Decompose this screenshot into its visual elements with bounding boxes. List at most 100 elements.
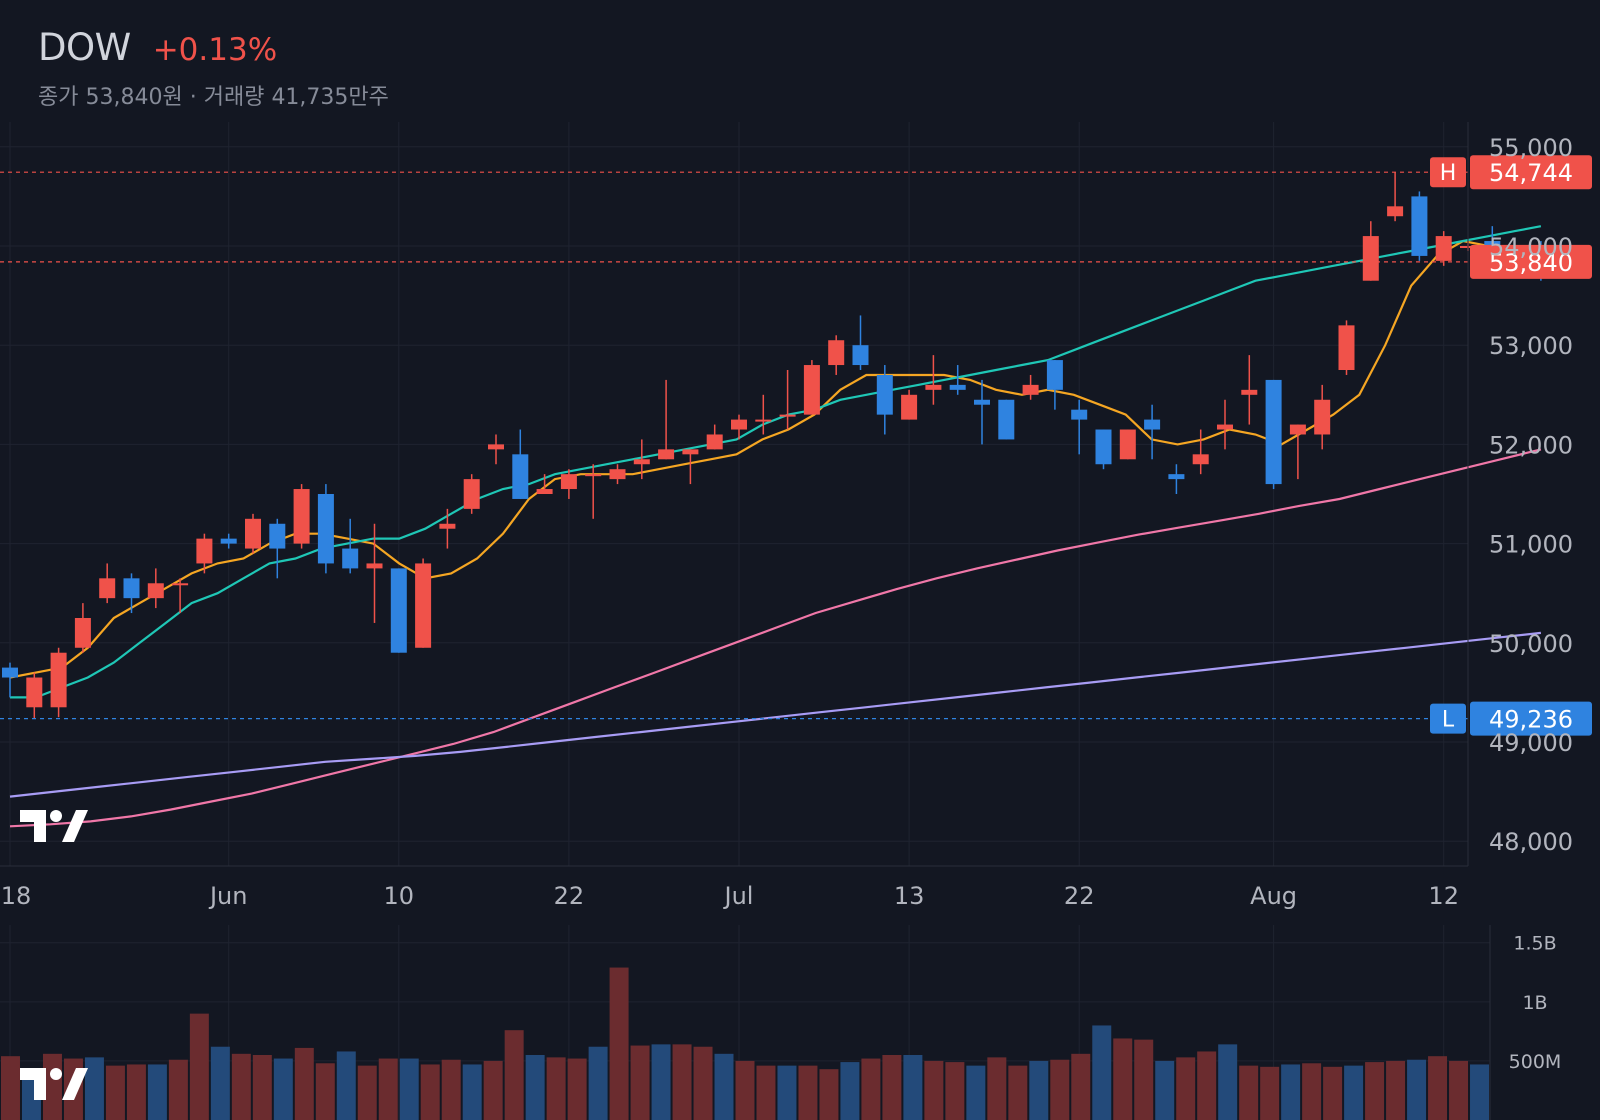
volume-bar [1197, 1051, 1217, 1120]
volume-bar [210, 1046, 230, 1120]
time-tick-label: 18 [1, 882, 32, 910]
candle-body [1241, 389, 1258, 395]
volume-bar [357, 1065, 377, 1120]
candle-body [609, 469, 626, 480]
candle-body [99, 578, 116, 599]
candle [342, 518, 359, 574]
volume-bar [105, 1065, 125, 1120]
volume-bar [609, 967, 629, 1120]
price-tick-label: 51,000 [1489, 531, 1573, 559]
candle [852, 315, 869, 370]
candle-body [342, 548, 359, 569]
candle-body [463, 479, 480, 509]
candle-body [512, 454, 529, 499]
candle-body [269, 523, 286, 549]
candle-body [755, 419, 772, 422]
volume-bar [231, 1053, 251, 1120]
candle [317, 484, 334, 574]
volume-bar [1071, 1053, 1091, 1120]
volume-bar [294, 1047, 314, 1120]
volume-bar [420, 1064, 440, 1120]
time-tick-label: 22 [554, 882, 585, 910]
volume-bar [588, 1046, 608, 1120]
high-marker-label: H [1440, 161, 1457, 186]
candle-body [1192, 454, 1209, 465]
volume-bar [1050, 1059, 1070, 1120]
volume-bar [672, 1044, 692, 1120]
price-tick-label: 50,000 [1489, 630, 1573, 658]
candle [1071, 399, 1088, 455]
candle-body [536, 489, 553, 494]
candle-body [731, 419, 747, 430]
candle [1411, 191, 1428, 261]
candle-body [1435, 236, 1452, 261]
volume-bar [483, 1060, 503, 1120]
volume-bar [378, 1058, 398, 1120]
volume-label: 거래량 [203, 85, 265, 110]
volume-bar [693, 1046, 713, 1120]
candle [585, 464, 602, 519]
candle [560, 469, 577, 499]
volume-tick-label: 500M [1509, 1051, 1562, 1073]
volume-bar [147, 1064, 167, 1120]
candle-body [245, 518, 261, 549]
last-price-marker-value-box [1470, 244, 1592, 279]
candle-body [949, 384, 966, 390]
candle-body [876, 374, 893, 415]
time-tick-label: 10 [384, 882, 415, 910]
candle [901, 389, 918, 420]
candle [74, 603, 91, 653]
candle [974, 379, 990, 445]
candle-body [293, 489, 310, 544]
candle-body [1071, 409, 1088, 420]
volume-bar [1365, 1062, 1385, 1120]
volume-bar [1260, 1066, 1280, 1120]
candle [512, 429, 529, 499]
tradingview-logo-icon [20, 810, 88, 842]
candle [1265, 379, 1282, 490]
candle [245, 513, 261, 554]
price-markers: H 54,744 53,840 L 49,236 [0, 155, 1592, 736]
price-axis: 55,000 54,000 53,000 52,000 51,000 50,000 49,0… [0, 122, 1573, 867]
time-tick-label: Aug [1250, 882, 1297, 910]
candle-body [925, 384, 942, 390]
candle [172, 578, 189, 614]
candle-body [1265, 379, 1282, 485]
candle [1192, 429, 1209, 475]
candle-body [560, 474, 577, 490]
volume-bar [735, 1060, 755, 1120]
volume-bar [315, 1063, 335, 1120]
volume-bar [1449, 1060, 1469, 1120]
candles [2, 172, 1549, 719]
symbol-title[interactable]: DOW [38, 26, 131, 69]
volume-bar [1470, 1064, 1489, 1120]
candle-body [1095, 429, 1112, 465]
volume-bar [462, 1064, 482, 1120]
candle-body [1119, 429, 1136, 460]
candle [1168, 464, 1185, 494]
volume-bar [1113, 1038, 1133, 1120]
candle [658, 379, 675, 460]
candle-body [682, 449, 699, 455]
volume-bar [1428, 1056, 1448, 1120]
candle-body [1338, 325, 1355, 370]
candle [26, 672, 43, 719]
candle-body [439, 523, 456, 529]
volume-bar [399, 1058, 419, 1120]
candle [99, 563, 116, 604]
candle-body [220, 538, 237, 544]
volume-bar [882, 1055, 902, 1120]
candle-body [974, 399, 990, 405]
volume-bar [987, 1057, 1007, 1120]
volume-axis: 1.5B 1B 500M [1489, 925, 1562, 1120]
volume-bar [1176, 1057, 1196, 1120]
volume-bar [525, 1055, 545, 1120]
candle [123, 573, 140, 614]
candle-body [1411, 196, 1428, 256]
candle [633, 439, 650, 480]
volume-bar [1407, 1059, 1427, 1120]
candle-body [1289, 424, 1306, 435]
candle [2, 662, 18, 698]
candle [682, 449, 699, 485]
